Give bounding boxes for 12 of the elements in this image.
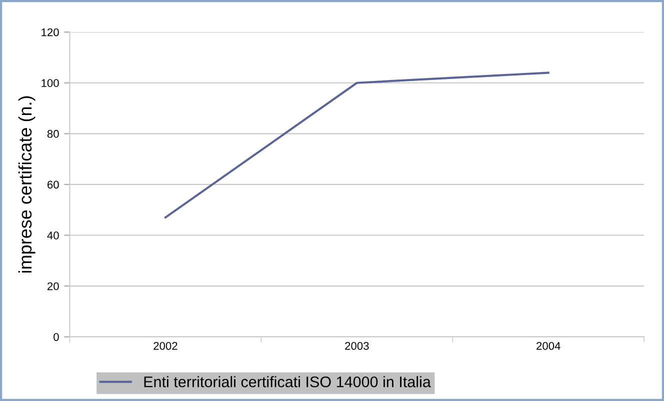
y-tick-label: 40	[47, 232, 59, 240]
x-tick-label: 2003	[345, 342, 369, 350]
y-tick-label: 100	[42, 79, 59, 88]
x-tick-label: 2002	[154, 342, 178, 350]
y-tick-label: 0	[54, 333, 59, 341]
y-tick-label: 60	[48, 180, 59, 189]
legend-label: Enti territoriali certificati ISO 14000 in Italia	[144, 376, 431, 388]
y-tick-label: 120	[42, 28, 59, 36]
y-tick-label: 80	[47, 130, 59, 138]
x-tick-label: 2004	[536, 342, 560, 350]
y-tick-label: 20	[48, 282, 59, 290]
y-axis-title: imprese certificate (n.)	[18, 96, 36, 273]
